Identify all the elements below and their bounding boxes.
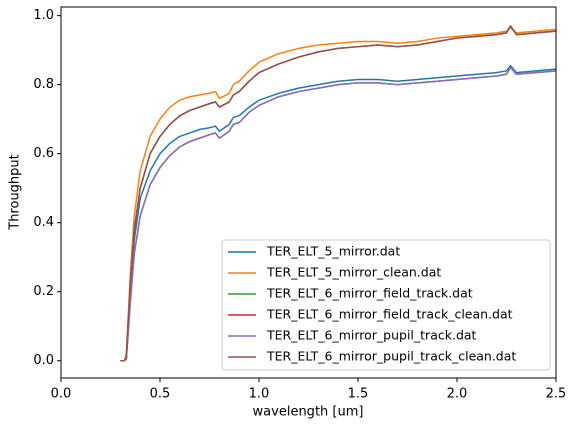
series-line	[120, 66, 557, 362]
legend-label: TER_ELT_6_mirror_pupil_track_clean.dat	[266, 349, 516, 364]
y-axis-label: Throughput	[8, 154, 23, 231]
y-tick-label: 0.0	[33, 353, 54, 368]
legend: TER_ELT_5_mirror.dat TER_ELT_5_mirror_cle…	[221, 239, 551, 371]
series-line	[120, 64, 557, 362]
x-tick-label: 1.5	[348, 387, 369, 402]
legend-label: TER_ELT_6_mirror_field_track.dat	[266, 286, 473, 301]
y-tick-label: 1.0	[33, 8, 54, 23]
y-tick-label: 0.4	[33, 215, 54, 230]
legend-label: TER_ELT_5_mirror_clean.dat	[266, 265, 441, 280]
series-line	[120, 26, 557, 362]
x-tick-label: 0.0	[51, 387, 72, 402]
y-tick-label: 0.2	[33, 284, 54, 299]
legend-label: TER_ELT_6_mirror_pupil_track.dat	[266, 328, 477, 343]
x-tick-label: 2.0	[447, 387, 468, 402]
x-tick-label: 1.0	[249, 387, 270, 402]
legend-box	[221, 239, 551, 371]
x-tick-label: 2.5	[546, 387, 567, 402]
legend-label: TER_ELT_5_mirror.dat	[266, 244, 400, 259]
plot-frame	[60, 6, 557, 379]
legend-label: TER_ELT_6_mirror_field_track_clean.dat	[266, 307, 513, 322]
y-tick-label: 0.6	[33, 146, 54, 161]
series-line	[120, 25, 557, 362]
x-tick-label: 0.5	[150, 387, 171, 402]
y-tick-label: 0.8	[33, 77, 54, 92]
x-axis-label: wavelength [um]	[253, 405, 364, 420]
